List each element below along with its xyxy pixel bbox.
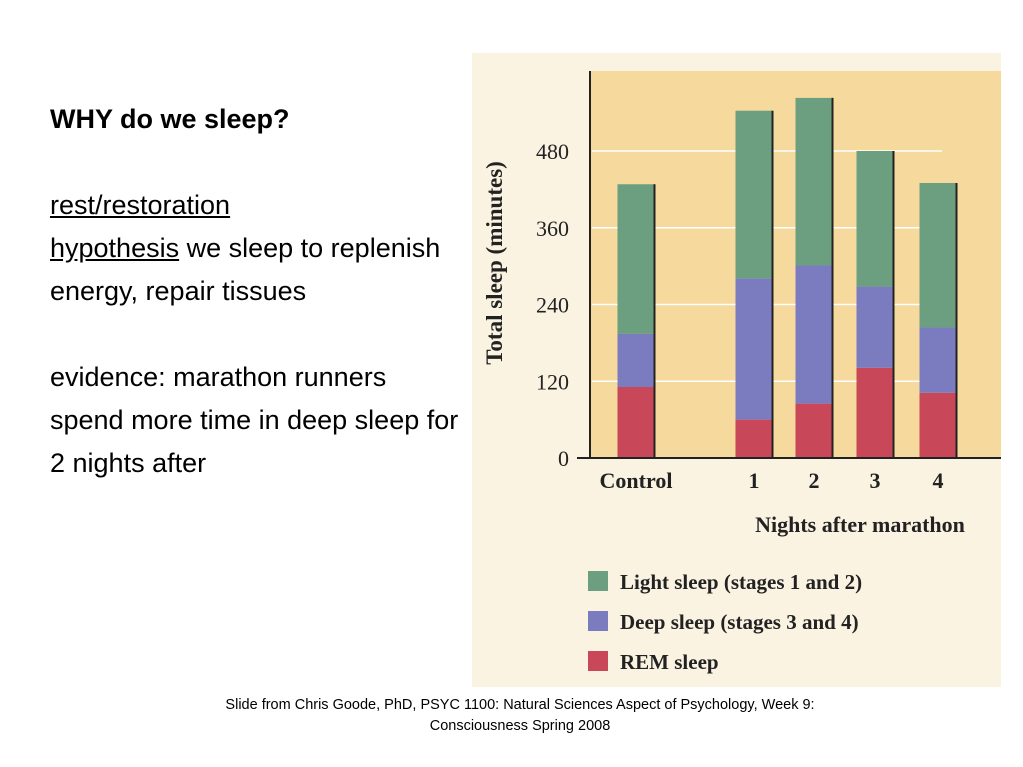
bar-segment-deep bbox=[919, 327, 957, 393]
bar-segment-deep bbox=[617, 333, 655, 388]
y-axis-label: Total sleep (minutes) bbox=[482, 161, 507, 365]
x-tick-label: Control bbox=[600, 468, 673, 493]
y-tick-label: 240 bbox=[536, 293, 569, 318]
stacked-bar-chart: 0 120 240 360 480 Control 1 2 3 4 Total sleep (m… bbox=[482, 71, 1001, 674]
bar-segment-deep bbox=[795, 265, 833, 404]
footer-line-1: Slide from Chris Goode, PhD, PSYC 1100: … bbox=[225, 697, 815, 713]
y-tick-label: 360 bbox=[536, 216, 569, 241]
bar-segment-rem bbox=[735, 419, 773, 458]
bar-segment-light bbox=[919, 182, 957, 328]
y-tick-label: 480 bbox=[536, 139, 569, 164]
bar-segment-light bbox=[617, 184, 655, 334]
y-tick-label: 0 bbox=[558, 446, 569, 471]
bar-segment-rem bbox=[795, 403, 833, 458]
evidence-paragraph: evidence: marathon runners spend more ti… bbox=[50, 362, 459, 478]
legend-label: Light sleep (stages 1 and 2) bbox=[620, 570, 862, 594]
x-axis-label: Nights after marathon bbox=[755, 512, 965, 537]
hypothesis-term-1: rest/restoration bbox=[50, 190, 231, 220]
legend-label: REM sleep bbox=[620, 650, 719, 674]
legend-swatch bbox=[588, 571, 608, 591]
bar-segment-light bbox=[856, 151, 894, 287]
x-tick-label: 4 bbox=[933, 468, 944, 493]
hypothesis-text: we sleep to replenish energy, repair tis… bbox=[50, 233, 441, 306]
slide-title: WHY do we sleep? bbox=[50, 104, 290, 134]
bar-segment-light bbox=[795, 97, 833, 266]
hypothesis-paragraph: rest/restoration hypothesis we sleep to r… bbox=[50, 184, 460, 313]
x-tick-label: 1 bbox=[749, 468, 760, 493]
slide-footer: Slide from Chris Goode, PhD, PSYC 1100: … bbox=[100, 695, 940, 737]
x-tick-label: 2 bbox=[809, 468, 820, 493]
legend-swatch bbox=[588, 611, 608, 631]
bar-segment-light bbox=[735, 110, 773, 279]
bar-segment-rem bbox=[617, 387, 655, 458]
legend-label: Deep sleep (stages 3 and 4) bbox=[620, 610, 859, 634]
bar-segment-rem bbox=[919, 392, 957, 458]
legend-swatch bbox=[588, 651, 608, 671]
bar-segment-rem bbox=[856, 367, 894, 458]
x-tick-label: 3 bbox=[870, 468, 881, 493]
footer-line-2: Consciousness Spring 2008 bbox=[429, 718, 611, 734]
chart-panel: 0 120 240 360 480 Control 1 2 3 4 Total sleep (m… bbox=[472, 53, 1001, 687]
slide-text: WHY do we sleep? rest/restoration hypothe… bbox=[50, 98, 460, 528]
hypothesis-term-2: hypothesis bbox=[50, 233, 180, 263]
bar-segment-deep bbox=[735, 278, 773, 420]
y-tick-label: 120 bbox=[536, 369, 569, 394]
bar-segment-deep bbox=[856, 286, 894, 368]
